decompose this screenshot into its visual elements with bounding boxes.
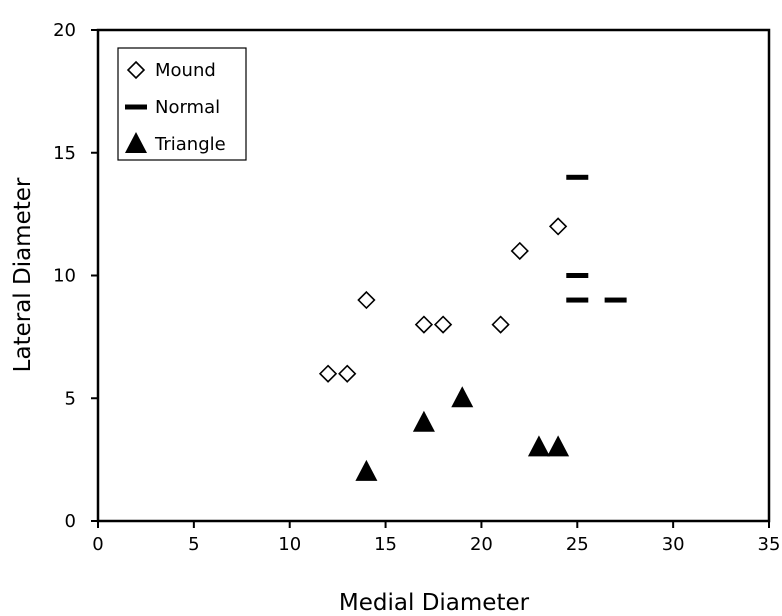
mound-point <box>548 217 568 236</box>
legend-label-triangle: Triangle <box>154 134 226 155</box>
y-tick-label: 0 <box>65 511 76 532</box>
legend: Mound Normal Triangle <box>117 47 247 161</box>
x-tick-label: 25 <box>566 534 589 555</box>
y-tick-label: 5 <box>65 388 76 409</box>
x-tick-label: 35 <box>758 534 781 555</box>
normal-point <box>604 297 627 303</box>
normal-point <box>566 297 589 303</box>
series-mound <box>318 217 568 383</box>
y-axis-title: Lateral Diameter <box>10 177 36 372</box>
legend-label-normal: Normal <box>155 97 220 118</box>
normal-point <box>566 273 589 278</box>
y-tick-label: 10 <box>53 266 76 287</box>
x-tick-label: 15 <box>374 534 397 555</box>
x-tick-label: 0 <box>92 534 103 555</box>
x-axis-title: Medial Diameter <box>339 590 530 616</box>
mound-point <box>510 241 529 261</box>
legend-marker-normal <box>125 104 147 110</box>
legend-marker-triangle <box>125 132 147 153</box>
y-tick-label: 15 <box>53 143 76 164</box>
x-tick-label: 5 <box>188 534 199 555</box>
mound-point <box>357 290 376 310</box>
series-triangle <box>355 386 570 481</box>
legend-label-mound: Mound <box>155 60 216 81</box>
triangle-point <box>527 435 550 457</box>
data-points <box>318 174 627 481</box>
mound-point <box>414 315 434 334</box>
x-tick-label: 10 <box>278 534 301 555</box>
x-tick-label: 20 <box>470 534 493 555</box>
series-normal <box>566 174 627 303</box>
mound-point <box>338 364 357 383</box>
x-axis: 0 5 10 15 20 25 30 35 <box>92 521 780 555</box>
y-axis: 0 5 10 15 20 <box>53 20 98 532</box>
normal-point <box>566 174 589 180</box>
triangle-point <box>355 459 378 481</box>
x-tick-label: 30 <box>662 534 685 555</box>
y-tick-label: 20 <box>53 20 76 41</box>
mound-point <box>491 315 510 334</box>
legend-marker-mound <box>126 60 146 80</box>
mound-point <box>433 315 453 334</box>
triangle-point <box>451 386 474 408</box>
triangle-point <box>547 435 570 457</box>
triangle-point <box>412 410 435 432</box>
mound-point <box>318 364 338 383</box>
